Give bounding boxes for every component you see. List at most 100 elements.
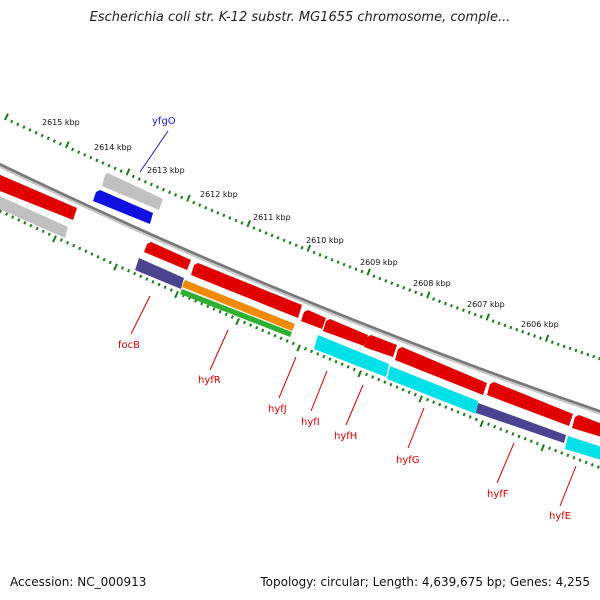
gene-forward[interactable]: [572, 415, 600, 438]
scale-tick: [28, 128, 32, 132]
scale-tick: [120, 266, 125, 270]
scale-tick: [354, 267, 358, 271]
gene-forward[interactable]: [323, 319, 368, 346]
scale-tick: [64, 141, 70, 149]
scale-tick: [310, 349, 314, 354]
scale-tick: [346, 365, 350, 369]
scale-tick: [230, 315, 234, 319]
gene-focB[interactable]: [135, 258, 184, 289]
scale-tick: [342, 262, 346, 267]
scale-tick: [127, 268, 131, 273]
gene-pseudo[interactable]: [0, 194, 68, 238]
scale-tick: [432, 400, 436, 404]
scale-tick: [432, 297, 436, 301]
scale-tick: [258, 228, 262, 233]
leader-yfgO: [139, 130, 169, 173]
scale-tick: [119, 169, 123, 173]
scale-tick: [568, 346, 572, 351]
scale-tick: [418, 395, 423, 403]
scale-tick: [235, 317, 240, 326]
gene-hyfE[interactable]: [565, 436, 600, 461]
scale-tick: [378, 276, 382, 281]
gene-forward[interactable]: [364, 335, 397, 357]
leader-hyfR: [209, 329, 229, 371]
gene-hyfR-green[interactable]: [180, 289, 292, 337]
scale-tick: [556, 342, 560, 347]
scale-tick: [389, 382, 393, 387]
leader-hyfE: [559, 465, 577, 507]
scale-tick: [340, 362, 344, 367]
scale-tick: [5, 212, 9, 216]
scale-tick: [77, 150, 81, 154]
gene-label[interactable]: hyfF: [487, 489, 509, 500]
scale-tick: [46, 136, 50, 141]
scale-tick: [282, 238, 286, 243]
scale-tick: [66, 240, 70, 245]
scale-tick: [539, 336, 542, 340]
scale-tick: [497, 321, 501, 325]
gene-hyfG[interactable]: [387, 366, 478, 414]
forward-strand-genes[interactable]: [0, 173, 600, 438]
scale-tick: [22, 125, 26, 129]
scale-tick: [366, 268, 371, 276]
scale-tick: [487, 422, 491, 427]
scale-tick: [384, 279, 388, 283]
scale-tick: [288, 241, 292, 245]
scale-tick: [186, 194, 191, 202]
leader-hyfF: [496, 442, 515, 484]
gene-label[interactable]: hyfE: [549, 511, 571, 522]
scale-tick: [324, 255, 328, 260]
scale-tick: [78, 246, 82, 251]
gene-label[interactable]: hyfI: [301, 417, 320, 428]
gene-label[interactable]: hyfJ: [268, 404, 287, 415]
scale-tick: [11, 215, 15, 219]
kbp-label: 2612 kbp: [200, 190, 238, 199]
scale-tick: [108, 260, 112, 265]
scale-tick: [444, 301, 447, 306]
scale-tick: [334, 359, 338, 364]
scale-tick: [304, 346, 308, 351]
gene-label[interactable]: hyfH: [334, 431, 357, 442]
gene-label[interactable]: hyfG: [396, 455, 420, 466]
gene-hyfH[interactable]: [314, 335, 389, 377]
gene-forward[interactable]: [191, 263, 302, 318]
kbp-label: 2606 kbp: [521, 320, 559, 329]
gene-label[interactable]: yfgO: [152, 116, 176, 127]
scale-tick: [586, 352, 590, 357]
scale-tick: [383, 380, 387, 384]
scale-tick: [34, 130, 38, 135]
reverse-strand-genes[interactable]: [0, 190, 600, 461]
gene-label[interactable]: focB: [118, 340, 140, 351]
scale-tick: [491, 319, 495, 323]
gene-forward[interactable]: [487, 382, 573, 426]
gene-forward[interactable]: [144, 242, 191, 270]
gene-forward[interactable]: [395, 347, 487, 395]
scale-tick: [456, 410, 460, 414]
scale-tick: [566, 453, 570, 458]
gene-hyfF[interactable]: [476, 403, 566, 443]
scale-tick: [222, 213, 226, 218]
scale-tick: [90, 252, 94, 256]
scale-tick: [246, 220, 252, 228]
scale-tick: [58, 142, 62, 146]
scale-tick: [467, 310, 471, 315]
scale-tick: [101, 161, 105, 165]
gene-yfgO[interactable]: [93, 190, 153, 224]
kbp-labels: 2615 kbp 2614 kbp 2613 kbp 2612 kbp 2611…: [42, 118, 559, 329]
gene-label[interactable]: hyfR: [198, 375, 221, 386]
scale-tick: [592, 354, 596, 359]
kbp-label: 2609 kbp: [360, 258, 398, 267]
gene-hyfR-orange[interactable]: [182, 280, 295, 331]
scale-tick: [590, 462, 594, 467]
kbp-label: 2613 kbp: [147, 166, 185, 175]
scale-tick: [270, 233, 274, 238]
gene-forward[interactable]: [0, 174, 77, 220]
scale-tick: [10, 119, 14, 124]
scale-tick: [535, 441, 539, 446]
scale-tick: [276, 236, 280, 240]
gene-forward[interactable]: [301, 310, 326, 329]
scale-tick: [407, 390, 411, 394]
scale-tick: [438, 299, 442, 304]
gene-pseudo[interactable]: [102, 173, 163, 210]
